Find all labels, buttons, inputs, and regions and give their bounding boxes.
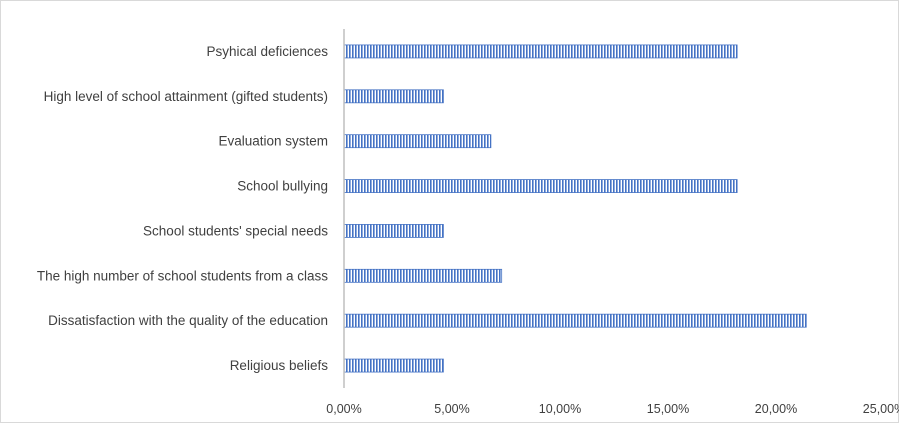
bar: [343, 89, 444, 104]
bar: [343, 179, 738, 193]
bar: [343, 134, 492, 149]
category-label: School students' special needs: [143, 223, 328, 238]
bar: [343, 358, 444, 373]
category-label: Evaluation system: [218, 134, 328, 149]
bar: [343, 224, 444, 238]
category-label: High level of school attainment (gifted …: [44, 89, 328, 104]
x-tick-label: 15,00%: [647, 402, 689, 416]
category-label: The high number of school students from …: [37, 268, 328, 283]
x-tick-label: 0,00%: [326, 402, 361, 416]
x-tick-label: 10,00%: [539, 402, 581, 416]
category-label: School bullying: [237, 179, 328, 194]
category-label: Psyhical deficiences: [206, 44, 328, 59]
category-label: Dissatisfaction with the quality of the …: [48, 313, 328, 328]
bar: [343, 313, 807, 328]
x-tick-label: 25,00%: [863, 402, 899, 416]
bar: [343, 268, 503, 283]
bar: [343, 44, 738, 59]
x-tick-label: 20,00%: [755, 402, 797, 416]
x-tick-label: 5,00%: [434, 402, 469, 416]
category-label: Religious beliefs: [230, 358, 329, 373]
